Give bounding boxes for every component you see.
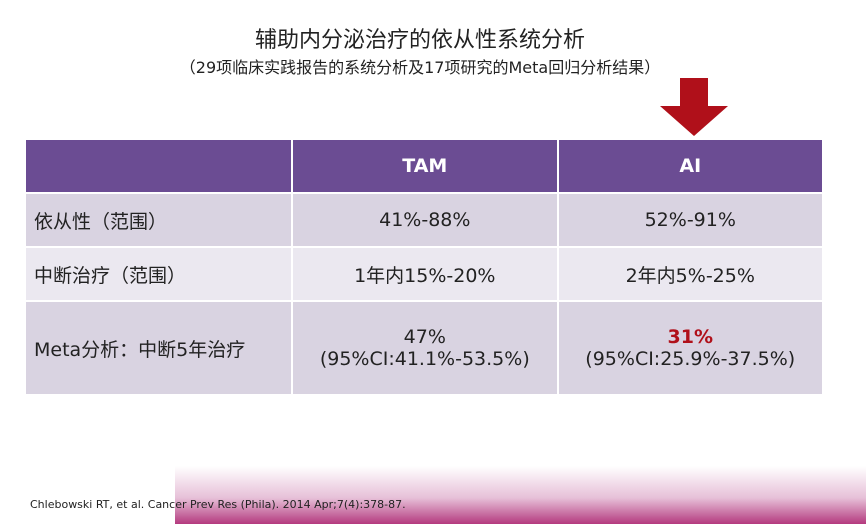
citation: Chlebowski RT, et al. Cancer Prev Res (P…	[30, 498, 406, 511]
cell-text: 52%-91%	[644, 209, 736, 231]
header-cell: TAM	[293, 140, 557, 192]
cell: 52%-91%	[558, 194, 822, 246]
cell: 2年内5%-25%	[558, 248, 822, 300]
header-row: TAM AI	[26, 140, 822, 192]
cell-text: 1年内15%-20%	[354, 264, 496, 287]
row: 中断治疗（范围） 1年内15%-20% 2年内5%-25%	[26, 248, 822, 300]
cell-text: 47%	[403, 326, 446, 348]
cell: 47% (95%CI:41.1%-53.5%)	[293, 302, 557, 394]
table: TAM AI 依从性（范围） 41%-88% 52%-91% 中断治疗（范围） …	[24, 138, 824, 396]
header-cell	[26, 140, 292, 192]
cell-text: 2年内5%-25%	[625, 264, 755, 287]
cell: 31% (95%CI:25.9%-37.5%)	[558, 302, 822, 394]
cell-text: (95%CI:25.9%-37.5%)	[585, 348, 796, 370]
arrow	[660, 78, 728, 136]
highlight-text: 31%	[667, 326, 713, 348]
cell-text: 41%-88%	[379, 209, 471, 231]
cell-text: 中断治疗（范围）	[34, 264, 187, 287]
cell-text: (95%CI:41.1%-53.5%)	[319, 348, 530, 370]
subtitle: （29项临床实践报告的系统分析及17项研究的Meta回归分析结果）	[179, 58, 661, 77]
header-cell: AI	[558, 140, 822, 192]
cell: 依从性（范围）	[26, 194, 292, 246]
decor-band	[175, 466, 866, 524]
cell: Meta分析：中断5年治疗	[26, 302, 292, 394]
cell: 1年内15%-20%	[293, 248, 557, 300]
cell: 41%-88%	[293, 194, 557, 246]
cell-text: Meta分析：中断5年治疗	[34, 338, 246, 361]
row: Meta分析：中断5年治疗 47% (95%CI:41.1%-53.5%) 31%…	[26, 302, 822, 394]
cell-text: 依从性（范围）	[34, 210, 168, 233]
title: 辅助内分泌治疗的依从性系统分析	[254, 28, 585, 53]
cell: 中断治疗（范围）	[26, 248, 292, 300]
row: 依从性（范围） 41%-88% 52%-91%	[26, 194, 822, 246]
